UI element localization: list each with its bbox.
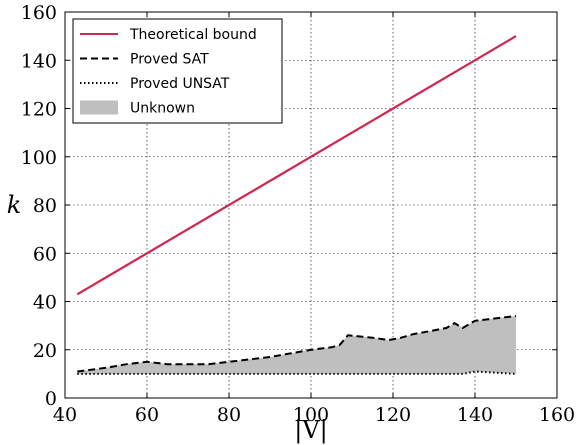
x-tick-label: 160	[539, 404, 575, 426]
x-tick-label: 120	[375, 404, 411, 426]
proved-unsat-line	[77, 370, 517, 375]
legend: Theoretical bound Proved SAT Proved UNSAT U…	[72, 18, 283, 124]
y-tick-label: 120	[21, 99, 57, 121]
y-tick-label: 140	[21, 50, 57, 72]
x-tick-label: 40	[53, 404, 77, 426]
x-tick-label: 80	[217, 404, 241, 426]
y-tick-label: 80	[33, 195, 57, 217]
theoretical-bound-line	[76, 35, 517, 296]
legend-label: Proved UNSAT	[130, 76, 230, 92]
ticks: 40 60 80 100 120 140 160 0 20 40 60 80 100 120 140 160	[21, 2, 575, 426]
y-tick-label: 40	[33, 292, 57, 314]
y-tick-label: 60	[33, 243, 57, 265]
y-tick-label: 160	[21, 2, 57, 24]
legend-label: Proved SAT	[130, 52, 209, 68]
x-axis-label: |V|	[294, 416, 328, 445]
series-layer	[76, 35, 517, 375]
proved-sat-line	[77, 315, 517, 373]
x-tick-label: 60	[135, 404, 159, 426]
x-tick-label: 140	[457, 404, 493, 426]
legend-label: Unknown	[130, 101, 195, 117]
y-tick-label: 20	[33, 340, 57, 362]
x-tick-label: 100	[293, 404, 329, 426]
unknown-region	[77, 316, 517, 374]
legend-swatch-unknown	[80, 100, 118, 115]
legend-label: Theoretical bound	[129, 27, 257, 43]
y-tick-label: 100	[21, 147, 57, 169]
y-axis-label: k	[7, 191, 22, 219]
y-tick-label: 0	[45, 388, 57, 410]
